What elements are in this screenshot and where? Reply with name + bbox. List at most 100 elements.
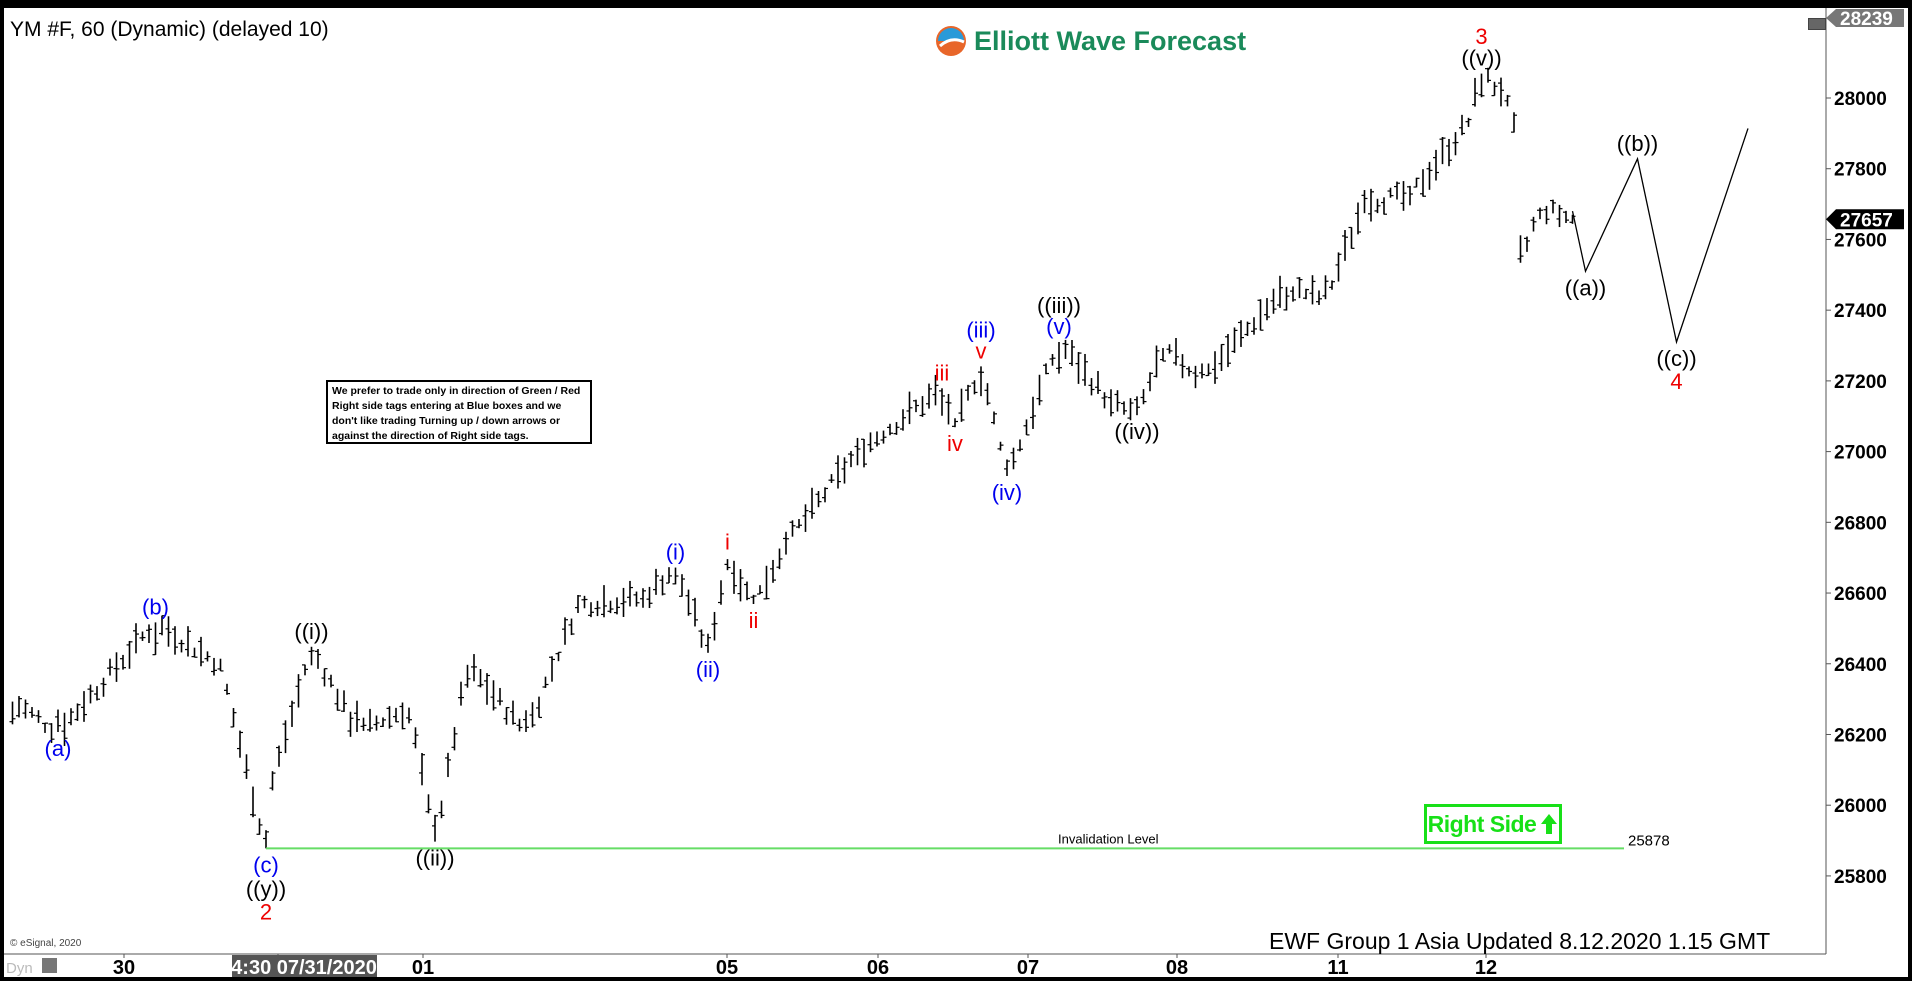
price-bar xyxy=(380,717,386,727)
wave-label: ((ii)) xyxy=(415,846,454,871)
price-bar xyxy=(874,431,880,447)
price-bar xyxy=(763,565,770,600)
price-bar xyxy=(373,715,380,731)
price-bar xyxy=(1017,439,1023,452)
wave-label: 3 xyxy=(1475,24,1487,49)
price-bar xyxy=(653,568,659,595)
price-bar xyxy=(1251,317,1257,335)
invalidation-value: 25878 xyxy=(1628,832,1670,849)
price-bar xyxy=(256,818,263,835)
price-bar xyxy=(1446,138,1452,167)
price-bar xyxy=(139,631,146,641)
price-bar xyxy=(1407,185,1413,206)
price-bar xyxy=(1309,275,1316,305)
price-bar xyxy=(1036,374,1043,406)
price-bar xyxy=(451,727,458,751)
price-bar xyxy=(906,391,913,425)
price-bar xyxy=(1387,187,1394,198)
price-bar xyxy=(809,487,815,519)
price-bar xyxy=(224,683,230,695)
logo-globe-icon xyxy=(936,26,966,56)
price-bar xyxy=(1374,198,1381,214)
y-tick-label: 26000 xyxy=(1834,796,1887,817)
price-bar xyxy=(718,580,724,605)
price-bar xyxy=(315,649,321,669)
price-bar xyxy=(1316,290,1322,305)
price-bar xyxy=(1075,352,1082,384)
price-bar xyxy=(1485,67,1491,83)
price-bar xyxy=(861,438,867,468)
price-bar xyxy=(1478,73,1485,98)
price-bar xyxy=(1114,390,1121,412)
price-bar xyxy=(640,588,646,608)
logo-text: Elliott Wave Forecast xyxy=(974,25,1247,56)
price-bar xyxy=(711,611,718,641)
price-bar xyxy=(250,786,256,818)
price-bar xyxy=(529,702,536,728)
price-bar xyxy=(835,455,841,489)
price-bar xyxy=(230,708,237,728)
price-bar xyxy=(61,712,68,746)
price-bar xyxy=(393,707,399,723)
price-bar xyxy=(81,691,87,722)
wave-label: (b) xyxy=(142,594,169,619)
price-bar xyxy=(308,646,315,666)
price-bar xyxy=(1212,351,1218,384)
price-bar xyxy=(1257,299,1264,331)
price-bar xyxy=(445,752,451,778)
price-bar xyxy=(243,754,250,779)
price-bar xyxy=(1225,333,1231,368)
price-bar xyxy=(360,717,367,731)
price-bar xyxy=(1023,419,1030,436)
price-bar xyxy=(659,575,666,596)
price-bar xyxy=(1277,275,1283,308)
restore-window-icon[interactable] xyxy=(1808,18,1826,30)
price-bar xyxy=(633,591,640,607)
price-bar xyxy=(146,624,152,644)
y-tick-label: 28000 xyxy=(1834,89,1887,110)
price-bar xyxy=(1101,392,1108,409)
price-bar xyxy=(620,587,627,617)
price-bar xyxy=(854,437,861,466)
wave-label: ((iii)) xyxy=(1037,293,1081,318)
price-bar xyxy=(939,388,945,416)
high-price-label: 28239 xyxy=(1840,9,1893,30)
lock-icon xyxy=(42,958,57,973)
price-bar xyxy=(9,701,16,725)
price-chart[interactable]: 25800 26000 26200 26400 26600 26800 27000 27200… xyxy=(4,8,1908,977)
price-bar xyxy=(1420,169,1426,197)
price-bar xyxy=(1498,77,1504,107)
price-bar xyxy=(1511,112,1517,133)
price-bar xyxy=(1088,378,1095,396)
price-bar xyxy=(172,626,178,655)
y-tick-label: 27400 xyxy=(1834,301,1887,322)
price-bar xyxy=(1322,275,1329,300)
price-bar xyxy=(750,594,757,605)
price-bar xyxy=(1043,363,1049,375)
dyn-label: Dyn xyxy=(6,960,33,977)
price-bar xyxy=(1231,327,1238,353)
price-bar xyxy=(614,597,620,615)
price-bar xyxy=(1140,389,1147,405)
price-bar xyxy=(1290,286,1296,302)
price-bar xyxy=(1303,288,1309,300)
price-bar xyxy=(471,654,477,682)
price-bar xyxy=(185,626,191,657)
wave-label: ii xyxy=(749,608,759,633)
price-bar xyxy=(698,629,705,648)
x-tick-label: 01 xyxy=(412,957,434,977)
price-bar xyxy=(386,706,393,729)
price-bar xyxy=(737,569,744,602)
price-bar xyxy=(412,727,419,749)
price-bar xyxy=(191,647,198,658)
price-bar xyxy=(1004,459,1010,476)
price-bar xyxy=(354,700,360,733)
price-bar xyxy=(458,681,464,706)
price-bar xyxy=(1270,288,1277,314)
price-bar xyxy=(1381,197,1387,215)
price-bar xyxy=(29,707,35,718)
price-bar xyxy=(575,594,581,614)
price-bar xyxy=(913,399,919,413)
price-bar xyxy=(503,706,510,725)
price-bar xyxy=(237,730,243,758)
